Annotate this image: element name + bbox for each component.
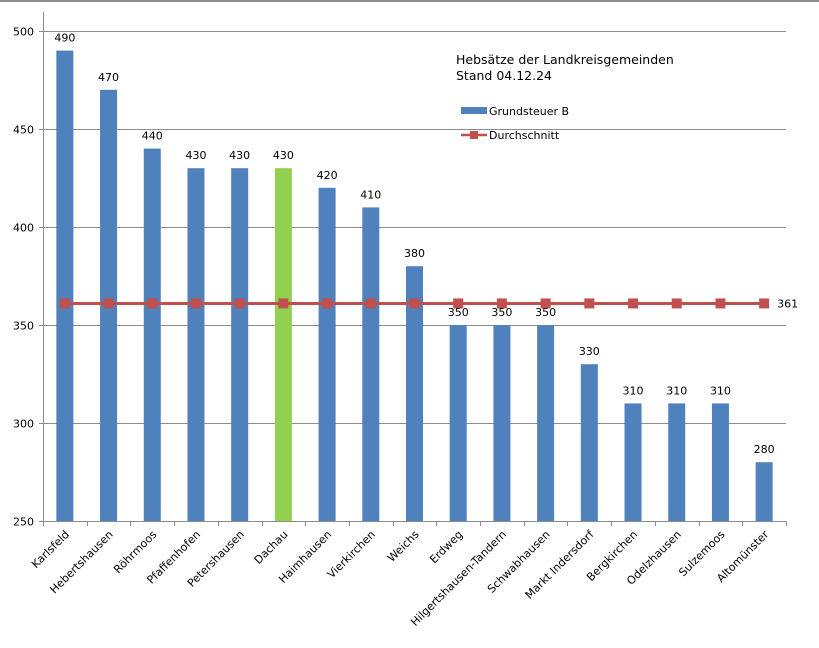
y-tick-label: 250 <box>13 516 34 529</box>
data-label: 490 <box>54 32 75 45</box>
y-tick-label: 500 <box>13 26 34 39</box>
bar-markt-indersdorf <box>580 364 598 521</box>
legend: Grundsteuer B Durchschnitt <box>461 105 569 142</box>
average-marker <box>365 298 376 309</box>
average-end-label: 361 <box>777 297 798 310</box>
average-marker <box>103 298 114 309</box>
bar-sulzemoos <box>711 403 729 521</box>
bars <box>56 50 773 522</box>
bar-karlsfeld <box>56 50 74 521</box>
data-label: 430 <box>273 149 294 162</box>
data-labels: 490 470 440 430 430 430 420 410 380 350 350 350 330 3… <box>54 32 774 457</box>
data-label: 350 <box>491 306 512 319</box>
chart-title: Hebsätze der Landkreisgemeinden <box>456 52 674 67</box>
data-label: 420 <box>317 169 338 182</box>
data-label: 430 <box>185 149 206 162</box>
average-marker <box>147 298 158 309</box>
average-marker <box>628 298 639 309</box>
x-axis <box>43 521 787 526</box>
y-tick-label: 450 <box>13 124 34 137</box>
legend-swatch-grundsteuer-b <box>461 107 487 114</box>
data-label: 470 <box>98 71 119 84</box>
average-line: 361 <box>59 297 798 310</box>
average-marker <box>453 298 464 309</box>
bar-schwabhausen <box>537 325 555 521</box>
data-label: 350 <box>535 306 556 319</box>
data-label: 330 <box>579 345 600 358</box>
average-marker <box>496 298 507 309</box>
average-marker <box>715 298 726 309</box>
category-label: Weichs <box>385 528 422 565</box>
category-label: Dachau <box>252 528 291 567</box>
data-label: 310 <box>710 384 731 397</box>
category-label: Erdweg <box>427 528 465 566</box>
y-tick-label: 300 <box>13 418 34 431</box>
bar-altomünster <box>755 462 773 521</box>
data-label: 380 <box>404 247 425 260</box>
average-marker <box>540 298 551 309</box>
bar-dachau <box>274 168 292 521</box>
bar-haimhausen <box>318 187 336 522</box>
bar-vierkirchen <box>362 207 380 521</box>
category-labels: KarlsfeldHebertshausenRöhrmoosPfaffenhof… <box>29 527 772 629</box>
average-marker <box>278 298 289 309</box>
average-marker <box>671 298 682 309</box>
bar-hilgertshausen-tandern <box>493 325 511 521</box>
bar-pfaffenhofen <box>187 168 205 521</box>
data-label: 410 <box>360 188 381 201</box>
average-marker <box>234 298 245 309</box>
data-label: 280 <box>754 443 775 456</box>
bar-weichs <box>406 266 423 521</box>
bar-erdweg <box>449 325 467 521</box>
y-axis: 250 300 350 400 450 500 <box>13 12 44 529</box>
bar-röhrmoos <box>143 148 161 521</box>
data-label: 440 <box>142 130 163 143</box>
average-marker <box>409 298 420 309</box>
average-marker <box>759 298 770 309</box>
data-label: 430 <box>229 149 250 162</box>
legend-marker-durchschnitt <box>470 131 478 139</box>
y-tick-label: 400 <box>13 222 34 235</box>
data-label: 310 <box>623 384 644 397</box>
legend-label-durchschnitt: Durchschnitt <box>489 129 560 142</box>
average-marker <box>322 298 333 309</box>
bar-petershausen <box>231 168 249 521</box>
chart-subtitle: Stand 04.12.24 <box>456 68 552 83</box>
bar-bergkirchen <box>624 403 642 521</box>
average-marker <box>584 298 595 309</box>
y-tick-label: 350 <box>13 320 34 333</box>
bar-odelzhausen <box>668 403 686 521</box>
data-label: 310 <box>666 384 687 397</box>
top-border <box>0 0 819 2</box>
average-marker <box>190 298 201 309</box>
average-marker <box>59 298 70 309</box>
category-label: Karlsfeld <box>29 528 72 571</box>
data-label: 350 <box>448 306 469 319</box>
legend-label-grundsteuer-b: Grundsteuer B <box>489 105 569 118</box>
